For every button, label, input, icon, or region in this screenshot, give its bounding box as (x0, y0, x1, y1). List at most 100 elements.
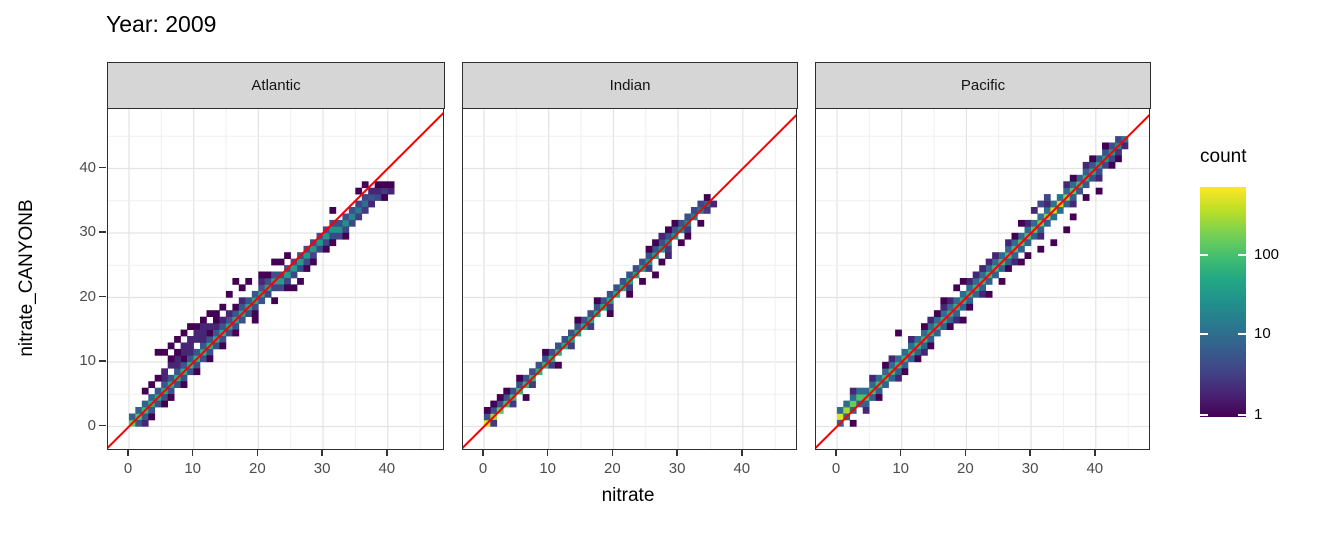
bin2d-cell (174, 336, 181, 343)
bin2d-cell (1011, 232, 1019, 240)
bin2d-cell (843, 407, 851, 414)
bin2d-cell (187, 348, 194, 356)
bin2d-cell (849, 400, 857, 408)
bin2d-cell (529, 368, 536, 376)
facet-strip-indian: Indian (462, 62, 798, 109)
bin2d-cell (180, 342, 188, 350)
bin2d-cell (219, 323, 227, 330)
bin2d-cell (206, 355, 214, 363)
panel-indian (462, 108, 797, 450)
bin2d-cell (381, 181, 388, 189)
bin2d-cell (264, 278, 272, 285)
x-tick-mark (256, 449, 259, 456)
bin2d-cell (1063, 187, 1071, 195)
bin2d-cell (264, 271, 272, 279)
bin2d-cell (193, 336, 201, 343)
bin2d-cell (1050, 200, 1058, 208)
bin2d-cell (606, 310, 614, 317)
bin2d-cell (161, 394, 168, 401)
y-tick-label: 40 (79, 158, 96, 176)
bin2d-cell (703, 207, 711, 214)
bin2d-cell (972, 278, 980, 285)
bin2d-cell (979, 284, 986, 292)
bin2d-cell (1069, 213, 1077, 221)
bin2d-cell (522, 374, 530, 382)
bin2d-cell (368, 194, 375, 201)
bin2d-cell (613, 284, 621, 292)
bin2d-cell (284, 252, 291, 259)
panel-plot-area (816, 109, 1149, 449)
bin2d-cell (882, 381, 889, 388)
bin2d-cell (174, 355, 181, 363)
bin2d-cell (703, 194, 711, 201)
facet-strip-atlantic: Atlantic (107, 62, 445, 109)
bin2d-cell (665, 245, 672, 253)
bin2d-cell (206, 336, 214, 343)
bin2d-cell (238, 297, 246, 305)
bin2d-cell (174, 368, 181, 376)
bin2d-cell (161, 381, 168, 388)
bin2d-cell (1095, 155, 1103, 163)
bin2d-cell (219, 316, 227, 324)
bin2d-cell (245, 297, 253, 305)
panel-atlantic (107, 108, 444, 450)
bin2d-cell (148, 381, 156, 388)
y-tick-mark (99, 360, 106, 362)
bin2d-cell (593, 303, 601, 311)
bin2d-cell (167, 387, 175, 395)
bin2d-cell (342, 226, 350, 234)
legend-tick-label: 10 (1254, 324, 1271, 342)
bin2d-cell (490, 407, 498, 414)
bin2d-cell (258, 297, 266, 305)
bin2d-cell (180, 381, 188, 388)
bin2d-cell (232, 303, 240, 311)
bin2d-cell (966, 284, 974, 292)
y-tick-label: 30 (79, 223, 96, 240)
legend-tick-label: 1 (1254, 406, 1263, 424)
bin2d-cell (361, 194, 369, 201)
bin2d-cell (888, 374, 896, 382)
bin2d-cell (946, 316, 954, 324)
bin2d-cell (1056, 207, 1064, 214)
bin2d-cell (284, 278, 291, 285)
bin2d-cell (297, 258, 304, 266)
bin2d-cell (1082, 194, 1090, 201)
y-tick-mark (99, 424, 106, 427)
bin2d-cell (856, 387, 864, 395)
bin2d-cell (238, 316, 246, 324)
bin2d-cell (953, 297, 961, 305)
bin2d-cell (483, 407, 491, 414)
bin2d-cell (271, 297, 278, 305)
bin2d-cell (335, 219, 343, 227)
bin2d-cell (1043, 200, 1051, 208)
bin2d-cell (1069, 181, 1077, 189)
bin2d-cell (875, 374, 883, 382)
bin2d-cell (232, 323, 240, 330)
bin2d-cell (992, 252, 999, 259)
bin2d-cell (921, 348, 928, 356)
bin2d-cell (836, 407, 844, 414)
bin2d-cell (849, 387, 857, 395)
bin2d-cell (895, 329, 902, 337)
bin2d-cell (342, 213, 350, 221)
bin2d-cell (213, 342, 220, 350)
bin2d-cell (677, 219, 685, 227)
y-tick-label: 10 (79, 352, 96, 369)
bin2d-cell (1076, 174, 1083, 182)
x-tick-mark (482, 449, 484, 456)
bin2d-cell (542, 348, 549, 356)
bin2d-cell (979, 265, 986, 272)
bin2d-cell (626, 284, 633, 292)
bin2d-cell (213, 316, 220, 324)
bin2d-cell (355, 207, 363, 214)
bin2d-cell (1005, 265, 1012, 272)
bin2d-cell (1082, 161, 1090, 169)
bin2d-cell (232, 310, 240, 317)
bin2d-cell (141, 400, 149, 408)
bin2d-cell (959, 290, 967, 298)
bin2d-cell (933, 316, 941, 324)
bin2d-cell (908, 342, 915, 350)
identity-reference-line (816, 114, 1149, 449)
x-tick-mark (1029, 449, 1031, 456)
bin2d-cell (232, 329, 240, 337)
